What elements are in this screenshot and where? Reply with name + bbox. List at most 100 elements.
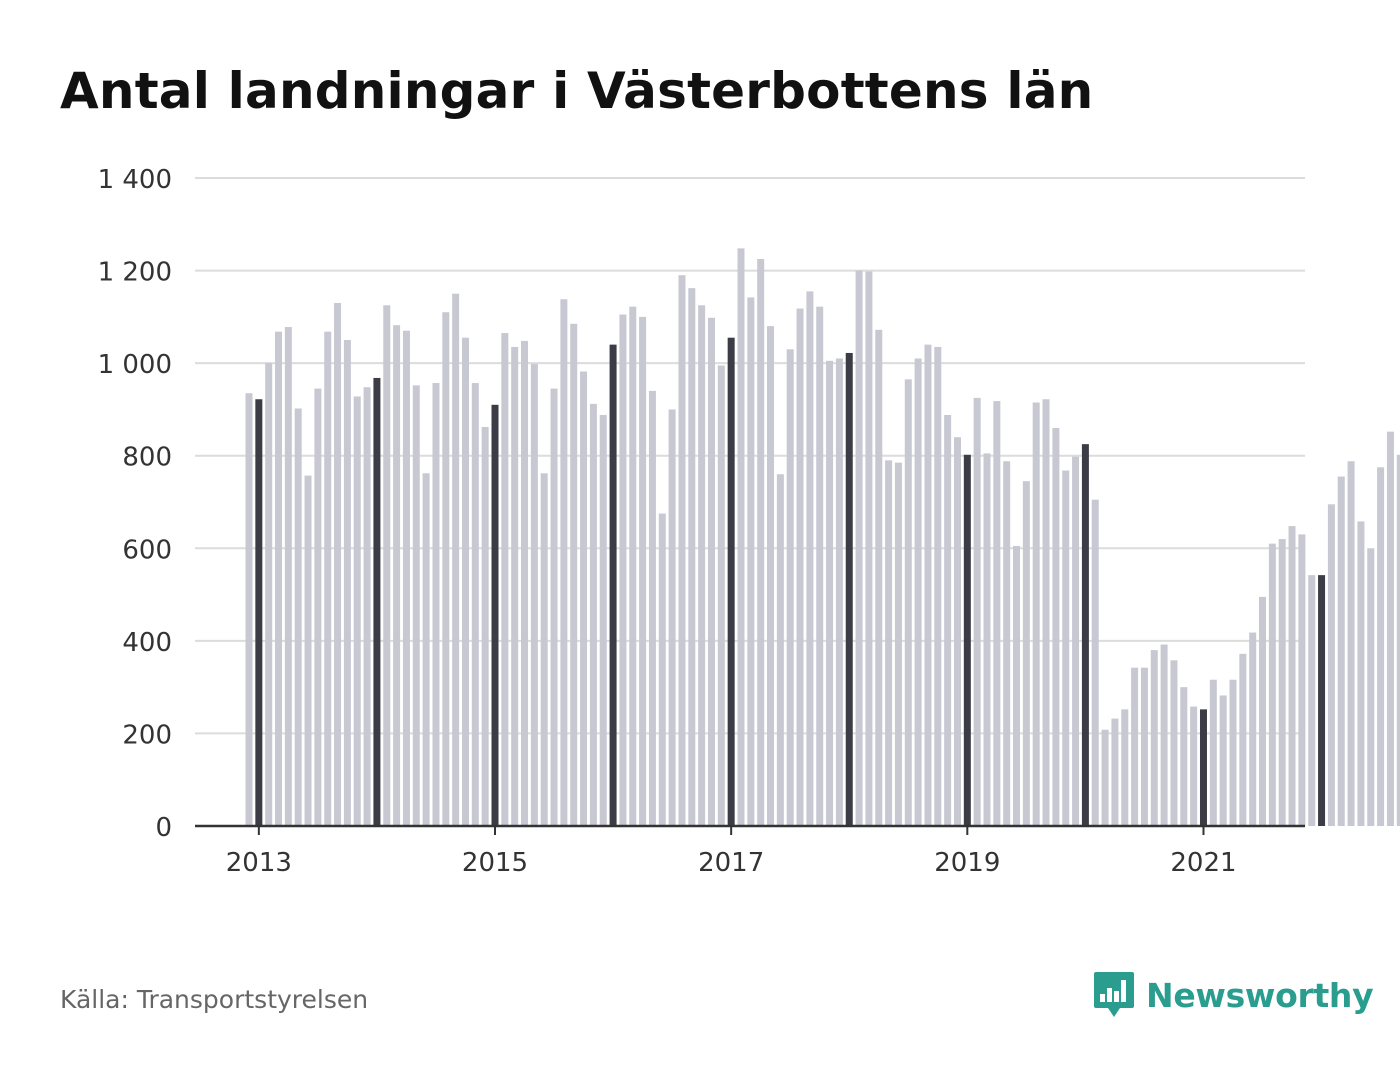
bar <box>835 358 843 826</box>
bar <box>314 388 322 826</box>
bar <box>324 331 332 826</box>
bar <box>1111 718 1119 826</box>
bar <box>521 340 529 826</box>
bar <box>540 473 548 826</box>
bar <box>826 360 834 826</box>
bar <box>589 403 597 826</box>
chart-title: Antal landningar i Västerbottens län <box>60 62 1094 120</box>
bar <box>767 326 775 826</box>
bar <box>1259 596 1267 826</box>
source-text: Källa: Transportstyrelsen <box>60 985 369 1014</box>
bar <box>599 414 607 826</box>
bar <box>619 314 627 826</box>
bar <box>1308 575 1316 826</box>
bar <box>678 275 686 826</box>
bar <box>245 393 253 826</box>
bar <box>471 383 479 826</box>
bar <box>353 396 361 826</box>
bar <box>816 306 824 826</box>
bar <box>265 363 273 826</box>
bar <box>885 460 893 826</box>
bar <box>1042 399 1050 826</box>
brand-name: Newsworthy <box>1146 975 1374 1015</box>
bar <box>491 404 499 826</box>
bar <box>1072 456 1080 826</box>
bar <box>924 344 932 826</box>
bar <box>688 288 696 826</box>
bar <box>373 377 381 826</box>
x-tick-label: 2017 <box>698 848 764 878</box>
bar <box>1209 679 1217 826</box>
bar <box>707 317 715 826</box>
bar <box>904 379 912 826</box>
bar <box>1278 539 1286 826</box>
bar <box>845 352 853 826</box>
bar <box>1386 431 1394 826</box>
bar <box>1022 481 1030 826</box>
y-tick-label: 0 <box>155 813 172 843</box>
bar <box>737 248 745 827</box>
bar <box>442 312 450 827</box>
bar <box>1032 402 1040 826</box>
bar <box>580 371 588 826</box>
bar <box>1239 653 1247 826</box>
bar <box>865 271 873 826</box>
bar <box>1357 521 1365 826</box>
bar <box>452 293 460 827</box>
bar <box>1318 575 1326 826</box>
bar <box>875 329 883 826</box>
bar <box>1150 650 1158 826</box>
bar <box>1081 444 1089 826</box>
bar <box>481 427 489 826</box>
bar <box>1377 467 1385 826</box>
bar <box>1396 454 1400 826</box>
bar <box>432 383 440 826</box>
bar <box>1062 470 1070 826</box>
bar <box>1199 709 1207 826</box>
y-tick-label: 800 <box>122 443 172 473</box>
y-tick-label: 400 <box>122 628 172 658</box>
bar <box>1268 543 1276 826</box>
bar <box>284 327 292 826</box>
bar <box>1180 687 1188 826</box>
bar <box>1229 679 1237 826</box>
bar <box>560 299 568 826</box>
bar <box>1013 545 1021 826</box>
bar <box>383 305 391 826</box>
bar <box>1347 461 1355 826</box>
bar <box>953 437 961 826</box>
bar <box>1140 667 1148 826</box>
bar <box>648 390 656 826</box>
bar <box>294 408 302 826</box>
bar <box>1298 534 1306 826</box>
bars <box>245 248 1400 827</box>
bar <box>412 385 420 826</box>
bar <box>422 473 430 826</box>
bar <box>806 291 814 826</box>
bar <box>334 302 342 827</box>
bar <box>1101 729 1109 826</box>
bar <box>914 358 922 826</box>
bar <box>550 388 558 826</box>
bar <box>1170 660 1178 826</box>
y-tick-label: 200 <box>122 720 172 750</box>
bar <box>570 323 578 826</box>
bar <box>855 270 863 826</box>
bar <box>501 333 509 826</box>
bar <box>668 409 676 826</box>
y-tick-label: 1 000 <box>98 350 172 380</box>
bar <box>629 306 637 826</box>
bar <box>983 453 991 826</box>
bar <box>1121 709 1129 826</box>
bar <box>993 401 1001 826</box>
bar <box>1249 632 1257 826</box>
bar <box>275 331 283 826</box>
brand-logo: Newsworthy <box>1092 970 1374 1020</box>
y-tick-label: 1 200 <box>98 258 172 288</box>
bar <box>639 316 647 826</box>
bar <box>786 349 794 826</box>
x-tick-label: 2021 <box>1170 848 1236 878</box>
bar <box>1337 476 1345 826</box>
x-tick-label: 2013 <box>226 848 292 878</box>
bar <box>1160 644 1168 826</box>
